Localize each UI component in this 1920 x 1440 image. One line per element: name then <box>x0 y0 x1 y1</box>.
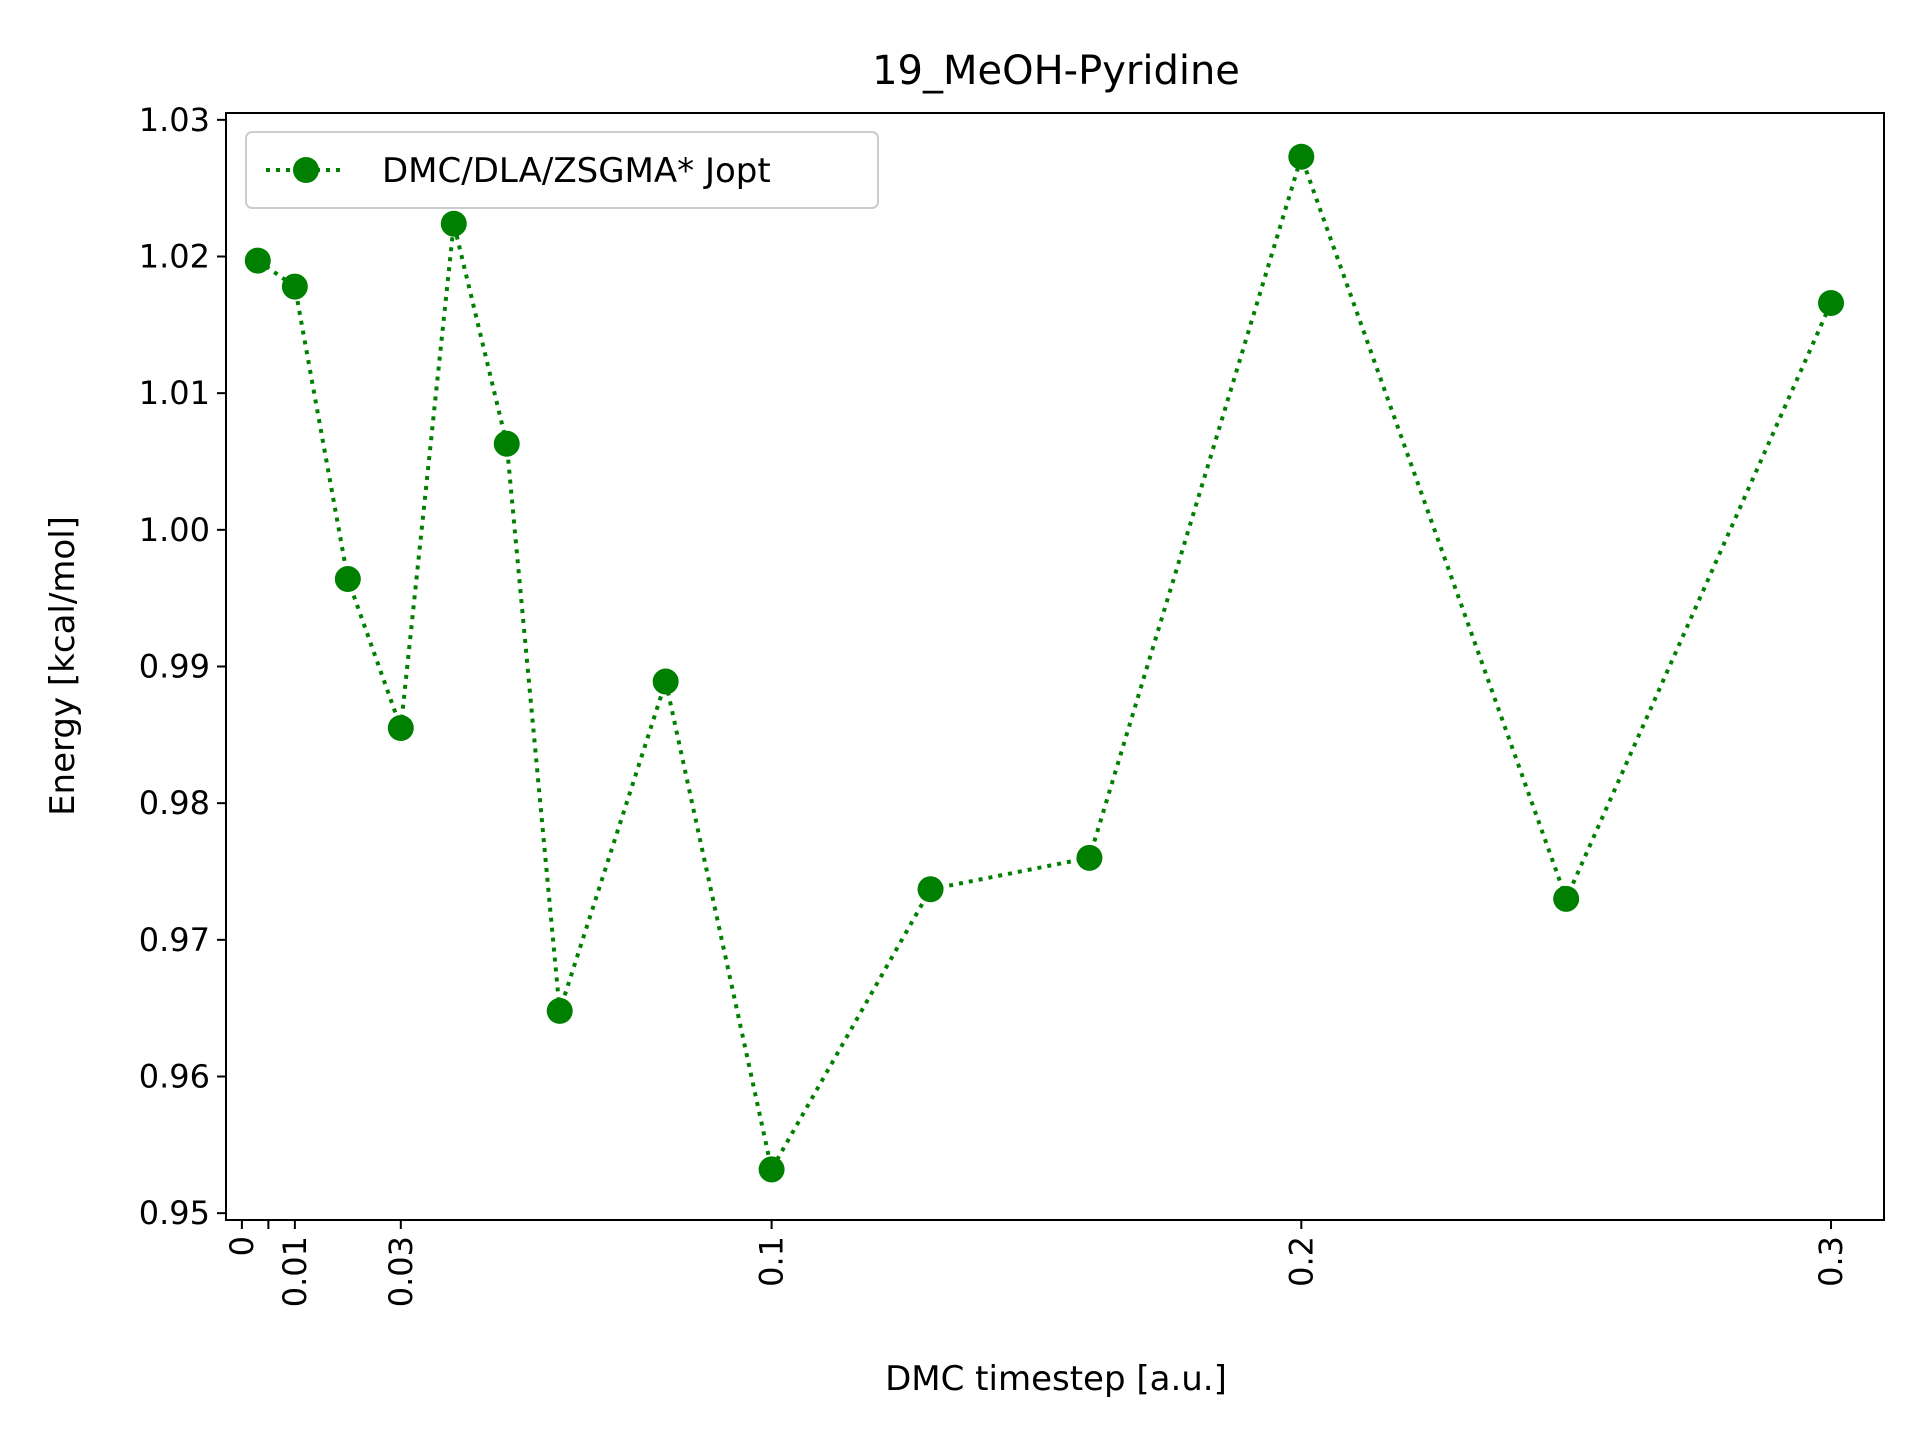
data-point <box>281 273 308 300</box>
data-point <box>1818 289 1845 316</box>
x-tick-label: 0.1 <box>753 1236 791 1287</box>
x-tick-label: 0.01 <box>276 1236 314 1307</box>
y-tick-label: 1.02 <box>139 238 210 276</box>
x-axis: 0 0.01 0.03 0.1 0.2 0.3 <box>223 1220 1850 1307</box>
data-point <box>1076 844 1103 871</box>
y-axis: 0.95 0.96 0.97 0.98 0.99 1.00 1.01 1.02 1.03 <box>139 101 226 1232</box>
y-axis-label: Energy [kcal/mol] <box>43 516 83 816</box>
y-tick-label: 1.03 <box>139 101 210 139</box>
x-tick-label: 0 <box>223 1236 261 1256</box>
legend-label: DMC/DLA/ZSGMA* Jopt <box>382 151 771 191</box>
legend: DMC/DLA/ZSGMA* Jopt <box>245 131 879 209</box>
plot-area <box>244 143 1845 1183</box>
data-point <box>758 1156 785 1183</box>
chart-title: 19_MeOH-Pyridine <box>872 48 1240 94</box>
x-tick-label: 0.03 <box>382 1236 420 1307</box>
series-line <box>256 150 1833 1175</box>
legend-box <box>245 131 879 209</box>
y-tick-label: 0.99 <box>139 648 210 686</box>
data-point <box>1553 885 1580 912</box>
data-point <box>652 668 679 695</box>
y-tick-label: 0.98 <box>139 784 210 822</box>
data-point <box>387 715 414 741</box>
x-tick-label: 0.3 <box>1812 1236 1850 1287</box>
y-tick-label: 1.01 <box>139 374 210 412</box>
y-tick-label: 0.95 <box>139 1194 210 1232</box>
data-point <box>546 997 573 1024</box>
data-point <box>1288 143 1315 170</box>
data-point <box>244 247 271 274</box>
y-tick-label: 0.96 <box>139 1058 210 1096</box>
legend-marker-swatch <box>293 157 319 183</box>
x-tick-label: 0.2 <box>1282 1236 1320 1287</box>
data-point <box>334 566 361 593</box>
x-axis-label: DMC timestep [a.u.] <box>885 1359 1227 1399</box>
y-tick-label: 0.97 <box>139 921 210 959</box>
data-point <box>917 876 944 903</box>
y-tick-label: 1.00 <box>139 511 210 549</box>
data-point <box>493 430 520 457</box>
data-point <box>440 210 467 237</box>
